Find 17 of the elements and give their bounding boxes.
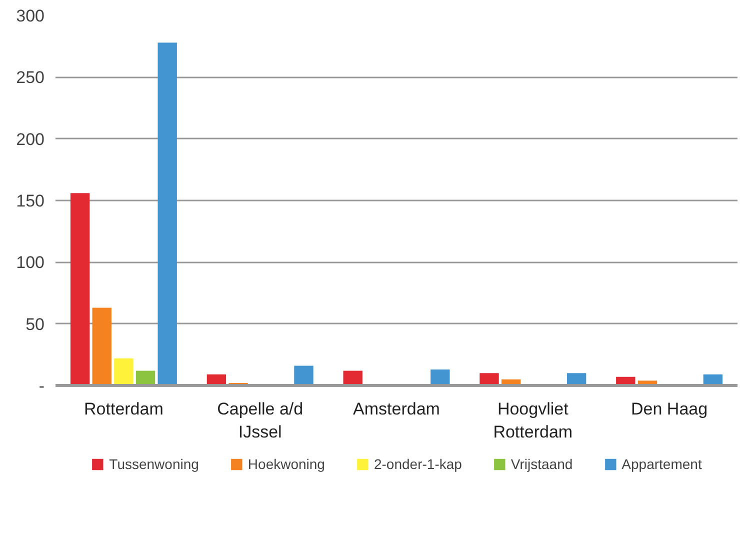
y-tick-label: 50 bbox=[26, 314, 45, 334]
legend-label: 2-onder-1-kap bbox=[374, 456, 462, 472]
y-tick-label: - bbox=[38, 376, 45, 396]
y-tick-label: 100 bbox=[16, 253, 45, 272]
x-tick-label: Den Haag bbox=[631, 400, 708, 418]
x-tick-label: Amsterdam bbox=[353, 400, 440, 418]
legend-label: Tussenwoning bbox=[109, 456, 199, 472]
legend-label: Hoekwoning bbox=[248, 456, 325, 472]
y-tick-label: 300 bbox=[16, 6, 45, 26]
y-tick-label: 250 bbox=[16, 68, 45, 88]
x-tick-label: Rotterdam bbox=[84, 400, 164, 418]
y-tick-label: 200 bbox=[16, 130, 45, 149]
x-tick-label: Hoogvliet Rotterdam bbox=[493, 400, 573, 442]
x-tick-label: Capelle a/d IJssel bbox=[217, 400, 304, 442]
y-tick-label: 150 bbox=[16, 192, 45, 210]
legend-label: Appartement bbox=[622, 456, 702, 472]
legend-label: Vrijstaand bbox=[510, 456, 573, 472]
